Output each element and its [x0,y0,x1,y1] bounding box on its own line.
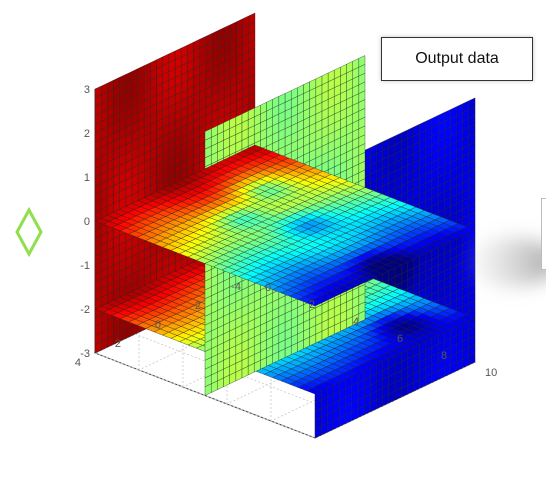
tick-label: -4 [231,281,241,293]
tick-label: -1 [80,260,90,272]
slice-cell [94,85,102,99]
tick-label: 2 [115,338,121,350]
slice-z [94,144,476,307]
tick-label: 2 [309,299,315,311]
slice-cell [459,226,476,234]
tick-label: 2 [84,128,90,140]
tick-labels: -3 -2 -1 0 1 2 3 -4 -2 0 2 4 0 2 4 6 8 10 [75,84,497,379]
tick-label: 8 [441,350,447,362]
annotation-box: Output data [381,37,533,81]
tick-label: 4 [75,357,81,369]
side-box [541,198,546,270]
tick-label: -3 [80,348,90,360]
shadow-arrow [464,238,546,286]
tick-label: 0 [84,216,90,228]
tick-label: -2 [80,304,90,316]
tick-label: 6 [397,333,403,345]
tick-label: 3 [84,84,90,96]
annotation-label: Output data [415,50,499,67]
tick-label: -2 [191,300,201,312]
tick-label: 10 [485,367,497,379]
tick-label: 0 [155,319,161,331]
arrow-icon [15,206,43,258]
slice-cell [204,128,212,141]
tick-label: 4 [353,316,359,328]
slice-cell [459,314,476,322]
tick-label: 1 [84,172,90,184]
slices [94,12,476,439]
tick-label: 0 [265,282,271,294]
